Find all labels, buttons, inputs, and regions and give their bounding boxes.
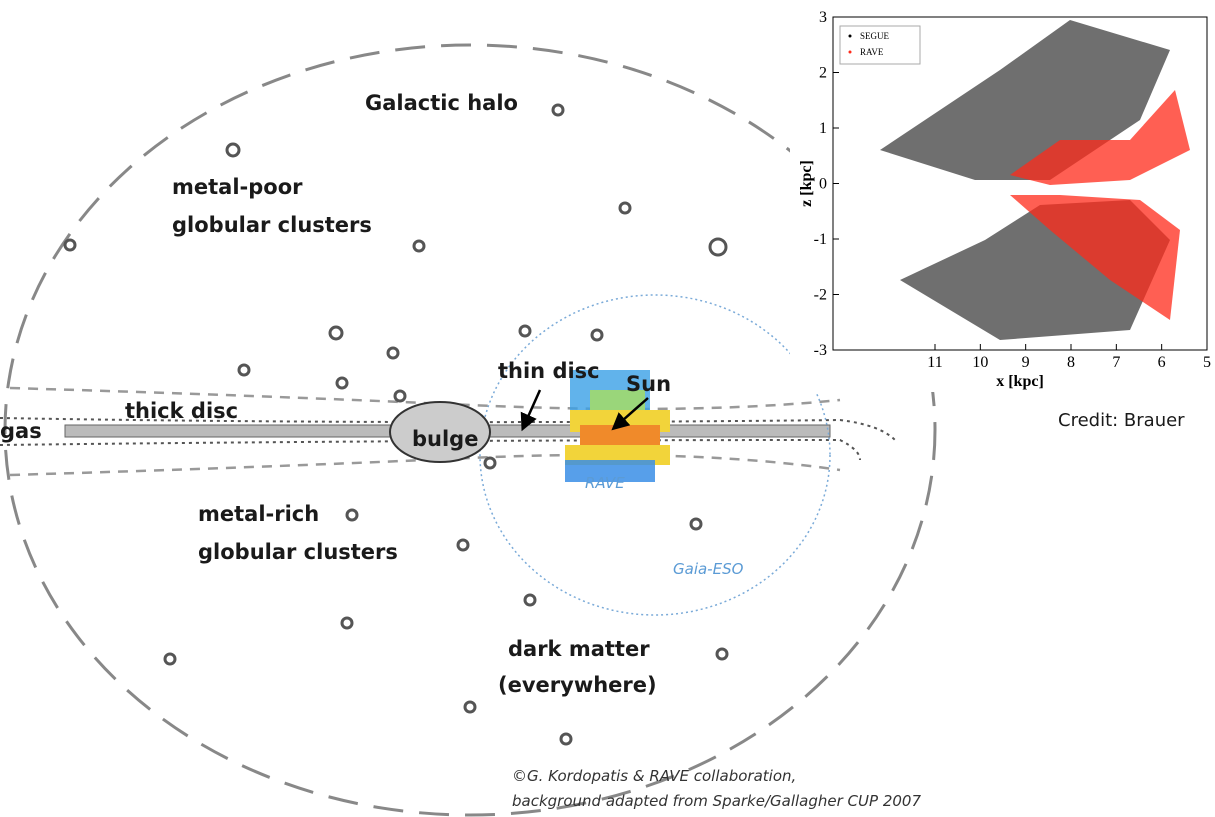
x-tick-label: 7 bbox=[1112, 354, 1120, 371]
x-tick-label: 8 bbox=[1067, 354, 1075, 371]
figure: Galactic halo metal-poor globular cluste… bbox=[0, 0, 1215, 817]
label: Galactic halo bbox=[365, 91, 518, 115]
label: thin disc bbox=[498, 359, 600, 383]
label: (everywhere) bbox=[498, 673, 657, 697]
legend-label: SEGUE bbox=[860, 31, 890, 41]
label: globular clusters bbox=[172, 213, 372, 237]
y-tick-label: -1 bbox=[814, 231, 827, 248]
label: Sun bbox=[626, 372, 671, 396]
credit: background adapted from Sparke/Gallagher… bbox=[512, 792, 921, 810]
y-tick-label: 3 bbox=[819, 9, 827, 26]
label: dark matter bbox=[508, 637, 650, 661]
y-tick-label: 2 bbox=[819, 65, 827, 82]
label: RAVE bbox=[585, 474, 625, 492]
label: Gaia-ESO bbox=[673, 560, 744, 578]
legend-marker bbox=[849, 35, 852, 38]
y-tick-label: 0 bbox=[819, 176, 827, 193]
label: gas bbox=[0, 419, 42, 443]
legend-label: RAVE bbox=[860, 47, 884, 57]
page: Galactic halo metal-poor globular cluste… bbox=[0, 0, 1215, 817]
inset-credit: Credit: Brauer bbox=[1058, 410, 1185, 431]
x-tick-label: 5 bbox=[1203, 354, 1211, 371]
y-axis-label: z [kpc] bbox=[798, 160, 815, 207]
label: globular clusters bbox=[198, 540, 398, 564]
label: bulge bbox=[412, 427, 478, 451]
arrow bbox=[523, 390, 540, 428]
y-tick-label: -2 bbox=[814, 287, 827, 304]
label: metal-poor bbox=[172, 175, 303, 199]
x-tick-label: 9 bbox=[1022, 354, 1030, 371]
y-tick-label: 1 bbox=[819, 120, 827, 137]
x-tick-label: 11 bbox=[927, 354, 942, 371]
credit: ©G. Kordopatis & RAVE collaboration, bbox=[512, 767, 796, 785]
legend-marker bbox=[849, 51, 852, 54]
x-tick-label: 6 bbox=[1158, 354, 1166, 371]
x-axis-label: x [kpc] bbox=[996, 373, 1044, 390]
y-tick-label: -3 bbox=[814, 342, 827, 359]
label: metal-rich bbox=[198, 502, 319, 526]
label: thick disc bbox=[125, 399, 238, 423]
x-tick-label: 10 bbox=[972, 354, 988, 371]
